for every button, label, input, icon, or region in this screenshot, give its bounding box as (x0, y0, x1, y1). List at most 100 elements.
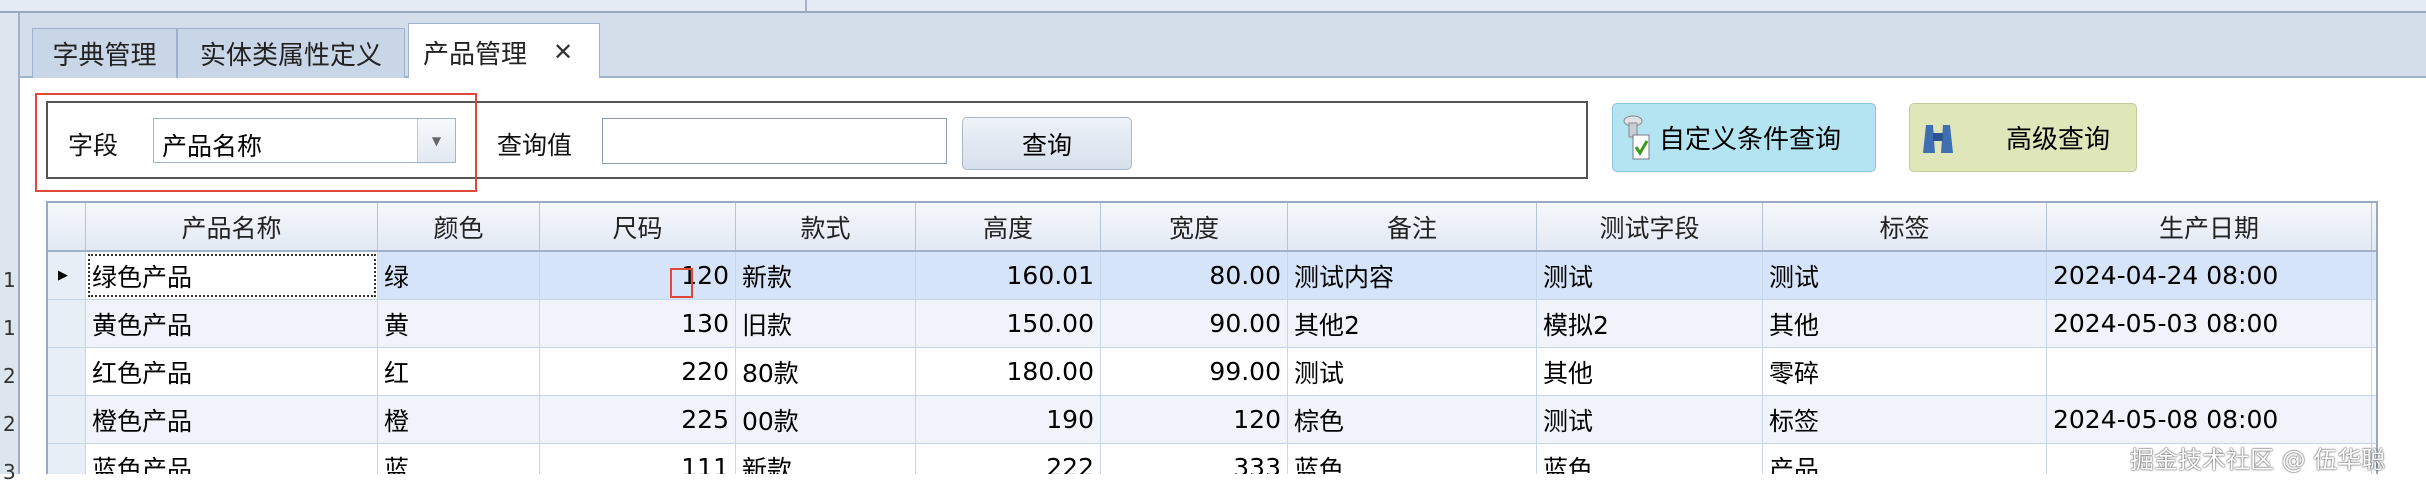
row-header[interactable] (48, 444, 86, 474)
cell-text: 其他 (1769, 310, 1820, 340)
tab-entity-attributes[interactable]: 实体类属性定义 (177, 28, 405, 78)
table-cell[interactable]: 00款 (736, 396, 916, 443)
table-cell[interactable]: 220 (540, 348, 736, 395)
table-cell[interactable]: 333 (1101, 444, 1288, 474)
table-cell[interactable]: 新款 (736, 252, 916, 299)
table-cell[interactable]: 黄 (378, 300, 540, 347)
cell-text: 225 (681, 405, 729, 434)
table-cell[interactable]: 标签 (1763, 396, 2047, 443)
table-cell[interactable]: 产品 (1763, 444, 2047, 474)
table-cell[interactable]: 150.00 (916, 300, 1101, 347)
table-cell[interactable]: 190 (916, 396, 1101, 443)
table-cell[interactable]: 测试内容 (1288, 252, 1537, 299)
tab-bar: 字典管理 实体类属性定义 产品管理 ✕ (20, 13, 2426, 80)
table-cell[interactable]: 蓝色 (1537, 444, 1763, 474)
row-header[interactable] (48, 348, 86, 395)
row-header[interactable]: ▶ (48, 252, 86, 299)
table-cell[interactable]: 120 (540, 252, 736, 299)
table-cell[interactable]: 225 (540, 396, 736, 443)
cell-text: 150.00 (1006, 309, 1094, 338)
table-row[interactable]: 橙色产品 橙 225 00款 190 120 棕色 测试 标签 2024-05-08 08:00 (48, 396, 2376, 444)
column-header[interactable]: 测试字段 (1537, 203, 1763, 250)
table-cell[interactable]: 2024-05-08 08:00 (2047, 396, 2372, 443)
column-header[interactable]: 生产日期 (2047, 203, 2372, 250)
advanced-query-button[interactable]: 高级查询 (1909, 103, 2137, 172)
table-cell[interactable]: 测试 (1537, 252, 1763, 299)
table-cell[interactable]: 160.01 (916, 252, 1101, 299)
cell-text: 220 (681, 357, 729, 386)
table-row[interactable]: 蓝色产品蓝 111 新款 222 333 蓝色 蓝色 产品 (48, 444, 2376, 474)
table-cell[interactable]: 80款 (736, 348, 916, 395)
column-header[interactable]: 颜色 (378, 203, 540, 250)
cell-text: 绿色产品 (92, 262, 193, 292)
table-cell[interactable]: 新款 (736, 444, 916, 474)
table-cell[interactable]: 蓝 (378, 444, 540, 474)
table-cell[interactable]: 绿色产品 (86, 252, 378, 299)
table-cell[interactable]: 橙色产品 (86, 396, 378, 443)
table-cell[interactable]: 111 (540, 444, 736, 474)
table-cell[interactable]: 黄色产品 (86, 300, 378, 347)
column-header[interactable]: 高度 (916, 203, 1101, 250)
chevron-down-icon[interactable]: ▼ (417, 119, 455, 162)
table-cell[interactable]: 模拟2 (1537, 300, 1763, 347)
cell-text: 333 (1233, 453, 1281, 474)
cell-text: 蓝 (384, 454, 410, 475)
row-marker: 2 (3, 364, 16, 388)
table-cell[interactable]: 222 (916, 444, 1101, 474)
cell-text: 测试内容 (1294, 262, 1395, 292)
table-row[interactable]: 黄色产品 黄 130 旧款 150.00 90.00 其他2 模拟2 其他 2024-05-03 … (48, 300, 2376, 348)
table-cell[interactable]: 蓝色 (1288, 444, 1537, 474)
table-row[interactable]: 红色产品 红 220 80款 180.00 99.00 测试 其他 零碎 (48, 348, 2376, 396)
column-header[interactable]: 备注 (1288, 203, 1537, 250)
table-cell[interactable]: 红色产品 (86, 348, 378, 395)
table-cell[interactable]: 橙 (378, 396, 540, 443)
column-header[interactable]: 尺码 (540, 203, 736, 250)
table-cell[interactable]: 130 (540, 300, 736, 347)
table-cell[interactable] (2047, 348, 2372, 395)
table-cell[interactable]: 测试 (1288, 348, 1537, 395)
table-cell[interactable]: 测试 (1763, 252, 2047, 299)
column-header[interactable]: 宽度 (1101, 203, 1288, 250)
row-header[interactable] (48, 300, 86, 347)
column-header-label: 产品名称 (181, 213, 282, 243)
table-cell[interactable]: 120 (1101, 396, 1288, 443)
column-header[interactable]: 款式 (736, 203, 916, 250)
table-cell[interactable]: 绿 (378, 252, 540, 299)
table-cell[interactable] (2047, 444, 2372, 474)
cell-text: 130 (681, 309, 729, 338)
table-cell[interactable]: 99.00 (1101, 348, 1288, 395)
custom-condition-query-button[interactable]: 自定义条件查询 (1612, 103, 1876, 172)
table-cell[interactable]: 90.00 (1101, 300, 1288, 347)
row-marker: 1 (3, 316, 16, 340)
table-row[interactable]: ▶ 绿色产品 绿 120 新款 160.01 80.00 测试内容 测试 测试 2024-04-24… (48, 252, 2376, 300)
query-value-label: 查询值 (497, 131, 573, 160)
table-cell[interactable]: 棕色 (1288, 396, 1537, 443)
close-icon[interactable]: ✕ (553, 38, 574, 66)
row-header-corner (48, 203, 86, 250)
table-cell[interactable]: 其他 (1537, 348, 1763, 395)
cell-text: 90.00 (1209, 309, 1281, 338)
table-cell[interactable]: 2024-05-03 08:00 (2047, 300, 2372, 347)
table-cell[interactable]: 其他 (1763, 300, 2047, 347)
row-header[interactable] (48, 396, 86, 443)
cell-text: 00款 (742, 406, 799, 436)
cell-text: 80.00 (1209, 261, 1281, 290)
table-cell[interactable]: 2024-04-24 08:00 (2047, 252, 2372, 299)
cell-text: 零碎 (1769, 358, 1820, 388)
column-header[interactable]: 标签 (1763, 203, 2047, 250)
tab-dictionary[interactable]: 字典管理 (32, 28, 177, 78)
table-cell[interactable]: 180.00 (916, 348, 1101, 395)
field-select[interactable]: 产品名称 ▼ (153, 118, 456, 163)
table-cell[interactable]: 蓝色产品 (86, 444, 378, 474)
grid-header: 产品名称 颜色 尺码 款式 高度 宽度 备注 测试字段 标签 生产日期 (48, 203, 2376, 252)
query-button[interactable]: 查询 (962, 117, 1132, 170)
table-cell[interactable]: 测试 (1537, 396, 1763, 443)
table-cell[interactable]: 其他2 (1288, 300, 1537, 347)
table-cell[interactable]: 零碎 (1763, 348, 2047, 395)
table-cell[interactable]: 红 (378, 348, 540, 395)
table-cell[interactable]: 80.00 (1101, 252, 1288, 299)
table-cell[interactable]: 旧款 (736, 300, 916, 347)
tab-product-management[interactable]: 产品管理 ✕ (408, 23, 600, 80)
query-value-input[interactable] (602, 118, 947, 164)
column-header[interactable]: 产品名称 (86, 203, 378, 250)
